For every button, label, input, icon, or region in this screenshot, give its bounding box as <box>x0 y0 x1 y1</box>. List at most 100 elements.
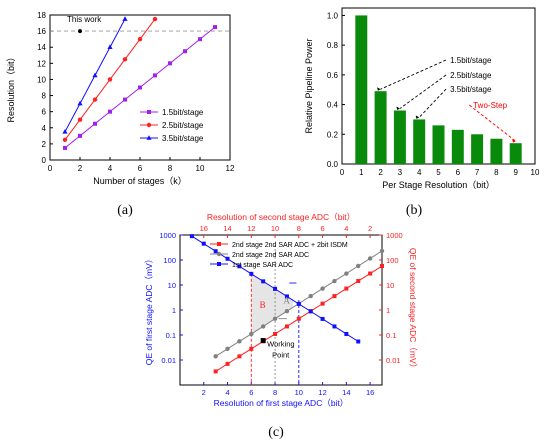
bar-6 <box>451 129 464 164</box>
annotation-arrowhead <box>396 106 400 111</box>
y-tick-label: 1.0 <box>327 11 339 20</box>
legend-marker <box>146 122 152 128</box>
region-shading <box>251 273 293 334</box>
panel-c-chart: 2 4 6 8 10 12 14 16 16 14 12 10 8 6 4 2 0.01 0.01 0.1 0.1 1 1… <box>144 212 418 408</box>
data-point <box>225 256 230 261</box>
bar-1 <box>355 15 368 164</box>
legend-marker <box>217 262 221 266</box>
data-point <box>78 133 82 138</box>
annotation-label: 2.5bit/stage <box>450 71 492 80</box>
data-point <box>77 100 83 106</box>
data-point <box>225 346 230 352</box>
data-point <box>237 264 242 269</box>
annotation-arrowhead <box>415 115 420 119</box>
data-point <box>108 109 112 114</box>
region-label-a: A <box>283 296 290 306</box>
y-tick-label: 1 <box>172 306 176 315</box>
annotation-arrowhead <box>377 87 381 91</box>
y-tick-label: 1000 <box>159 231 176 240</box>
data-point <box>249 271 254 276</box>
data-point <box>93 121 97 126</box>
x-tick-label: 10 <box>531 168 540 177</box>
y-tick-label: 0.8 <box>327 41 339 50</box>
legend-label: 3.5bit/stage <box>162 134 204 143</box>
data-point <box>296 316 301 321</box>
y-tick-label: 12 <box>37 59 46 68</box>
x-tick-label: 2 <box>78 164 83 173</box>
data-point <box>152 16 158 22</box>
bar-2 <box>374 91 387 164</box>
y-tick-label: 18 <box>37 11 46 20</box>
x-top-axis-label: Resolution of second stage ADC（bit） <box>207 212 355 222</box>
y-tick-label: 0.01 <box>161 356 176 365</box>
working-point-marker <box>260 338 266 344</box>
annotation-label: 3.5bit/stage <box>450 85 492 94</box>
data-point <box>332 278 337 284</box>
data-point <box>62 137 68 143</box>
y-tick-label: 0.4 <box>327 101 339 110</box>
y-right-axis-label: QE of second stage ADC（mV） <box>408 248 418 372</box>
y-tick-label: 4 <box>42 124 47 133</box>
annotation-label: Two-Step <box>473 101 507 110</box>
data-point <box>189 234 194 239</box>
legend-label: 1.5bit/stage <box>162 108 204 117</box>
y-right-tick-label: 100 <box>386 256 399 265</box>
bar-3 <box>393 110 406 164</box>
bar-5 <box>432 125 445 164</box>
x-axis-label: Per Stage Resolution（bit） <box>382 180 495 190</box>
data-point <box>92 97 98 102</box>
x-tick-label: 6 <box>456 168 461 177</box>
x-top-tick-label: 4 <box>344 224 348 233</box>
y-tick-label: 14 <box>37 43 46 52</box>
this-work-point <box>78 29 82 34</box>
data-point <box>122 57 128 62</box>
annotation-label: 1.5bit/stage <box>450 56 492 65</box>
y-right-tick-label: 1 <box>386 306 390 315</box>
x-tick-label: 8 <box>273 388 277 397</box>
y-tick-label: 0.0 <box>327 160 339 169</box>
x-top-tick-label: 8 <box>297 224 301 233</box>
x-tick-label: 9 <box>513 168 518 177</box>
data-point <box>261 279 266 284</box>
y-tick-label: 0.6 <box>327 71 339 80</box>
x-tick-label: 6 <box>249 388 253 397</box>
y-tick-label: 2 <box>42 140 47 149</box>
data-point <box>92 72 98 78</box>
data-point <box>260 324 266 329</box>
bar-8 <box>490 138 503 164</box>
data-point <box>153 73 157 78</box>
annotation-arrow <box>380 59 447 90</box>
data-point <box>332 294 337 299</box>
data-point <box>237 354 242 359</box>
x-tick-label: 7 <box>475 168 480 177</box>
x-tick-label: 4 <box>108 164 113 173</box>
bar-7 <box>471 134 484 164</box>
panel-a-chart: 0 2 4 6 8 10 12 0 2 4 6 8 10 12 14 16 18 Number of stages… <box>6 11 235 186</box>
x-tick-label: 14 <box>342 388 350 397</box>
y-left-axis-label: QE of first stage ADC（mV） <box>144 255 154 366</box>
data-point <box>356 263 361 269</box>
y-tick-label: 10 <box>37 75 46 84</box>
data-point <box>308 293 313 299</box>
x-tick-label: 4 <box>417 168 422 177</box>
working-point-label-2: Point <box>272 351 290 360</box>
legend-marker <box>147 110 151 114</box>
data-point <box>380 263 384 268</box>
region-label-b: B <box>260 300 266 310</box>
panel-label-a: (a) <box>117 203 133 218</box>
y-tick-label: 16 <box>37 27 46 36</box>
data-point <box>225 361 230 366</box>
data-point <box>273 331 278 336</box>
legend-label: 2nd stage 2nd SAR ADC + 2bit ISDM <box>232 242 348 249</box>
y-tick-label: 8 <box>42 92 47 101</box>
data-point <box>63 145 67 150</box>
y-right-tick-label: 0.01 <box>386 356 401 365</box>
legend-marker <box>216 251 222 257</box>
data-point <box>320 301 325 306</box>
annotation-arrow <box>418 88 447 118</box>
x-tick-label: 10 <box>295 388 303 397</box>
x-tick-label: 12 <box>318 388 326 397</box>
data-point <box>237 339 242 344</box>
annotation-arrowhead <box>512 139 516 143</box>
y-tick-label: 0.2 <box>327 130 339 139</box>
